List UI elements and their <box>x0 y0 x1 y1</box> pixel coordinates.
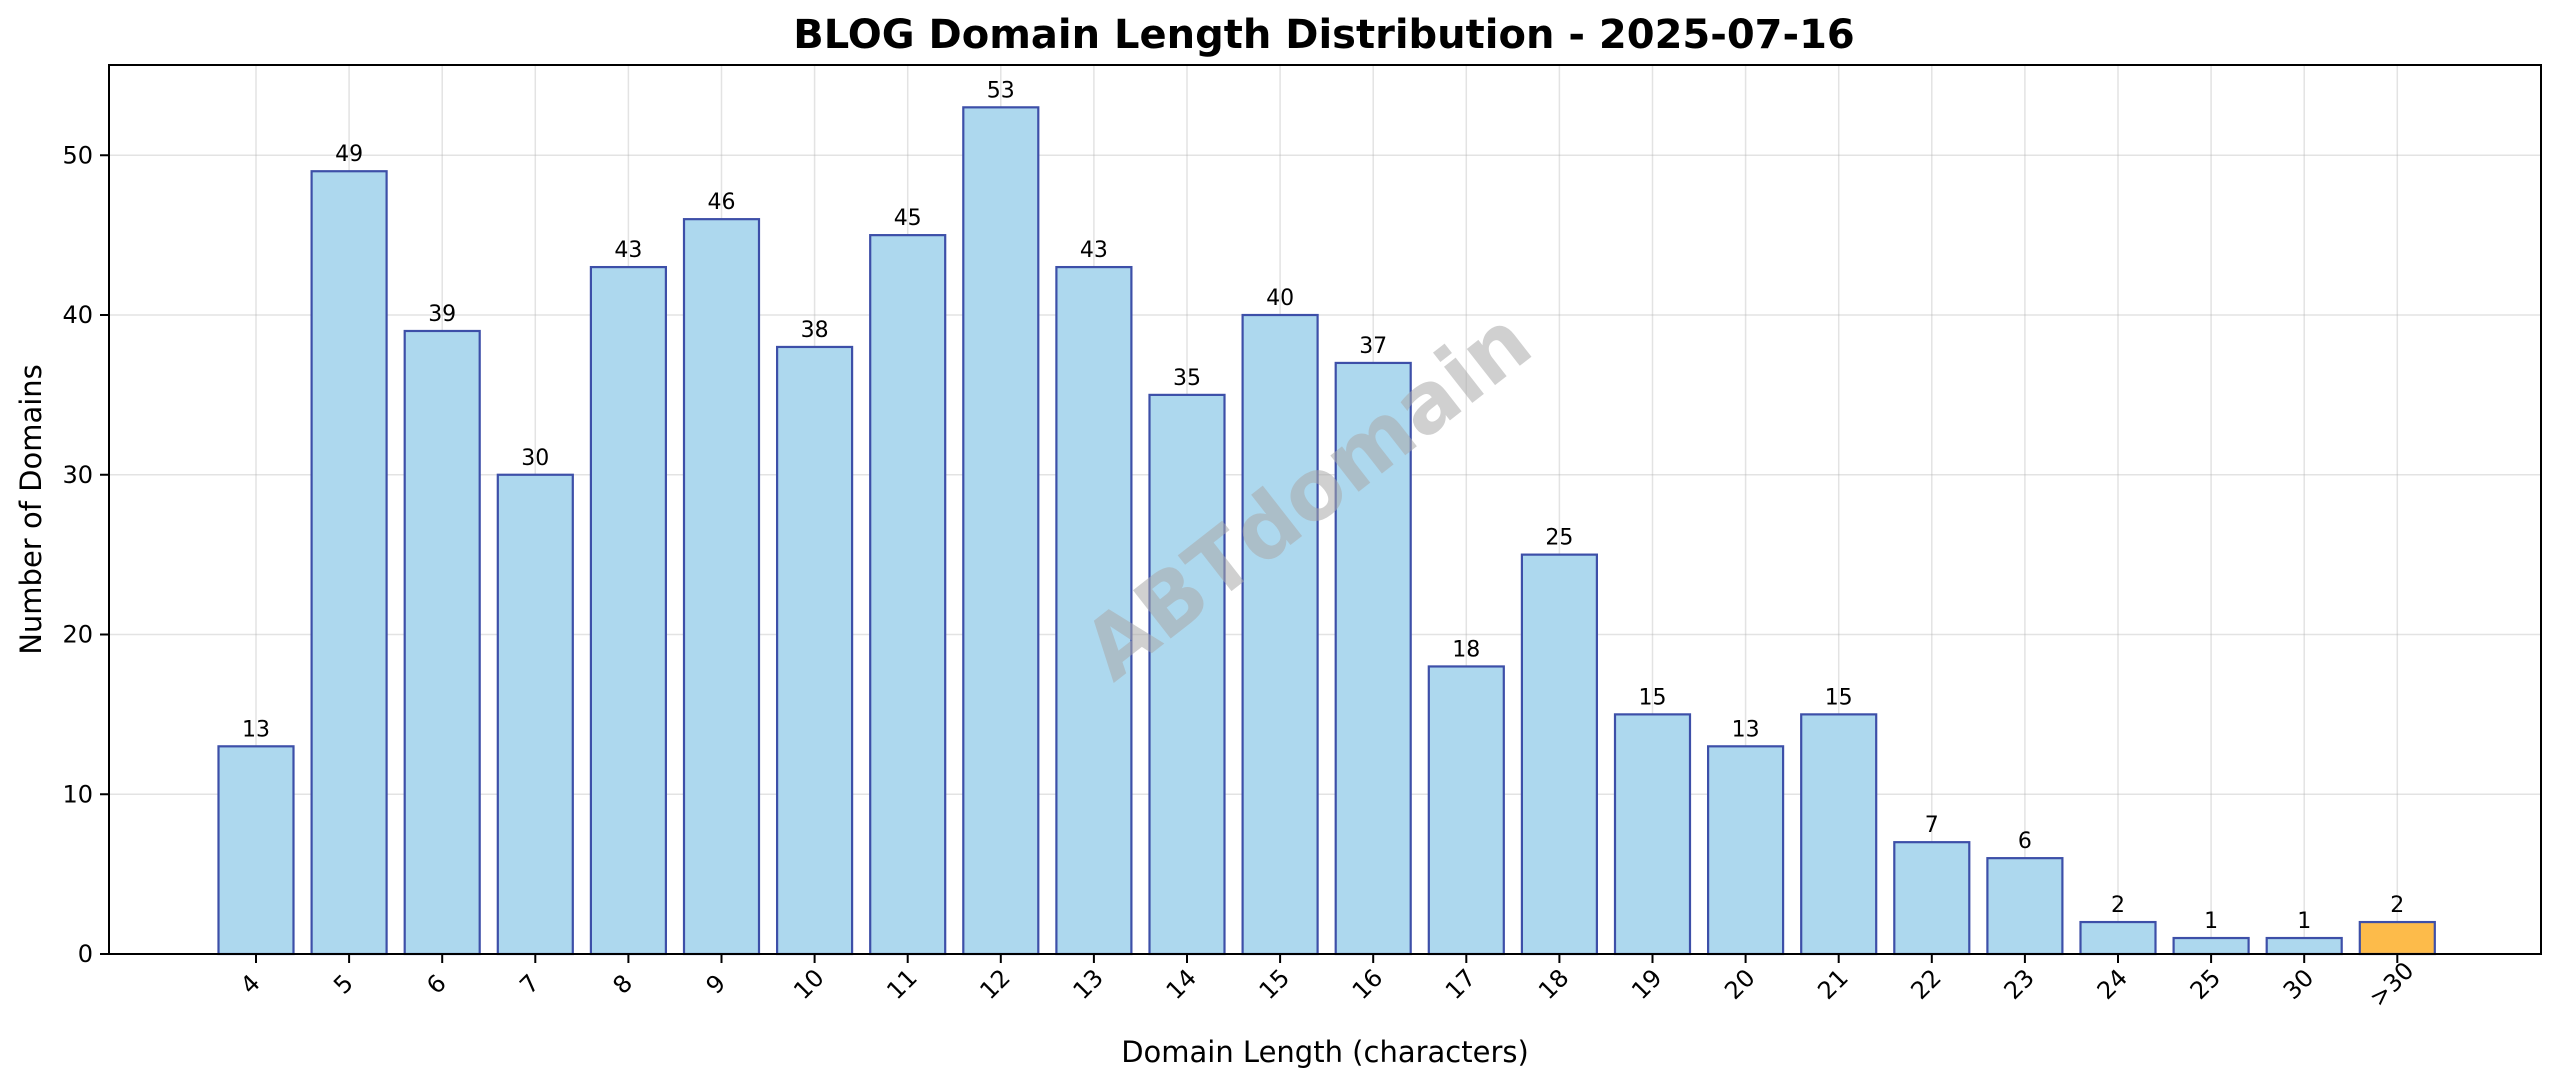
x-tick-label: 7 <box>514 969 545 1000</box>
x-tick-label: 16 <box>1347 964 1388 1005</box>
bar-23 <box>1986 857 2064 956</box>
data-label: 35 <box>1173 366 1201 391</box>
data-label: 13 <box>242 717 270 742</box>
chart-title: BLOG Domain Length Distribution - 2025-0… <box>793 12 1855 58</box>
bar-16 <box>1334 361 1412 956</box>
data-label: 1 <box>2204 909 2218 934</box>
bar-21 <box>1800 713 1878 956</box>
bar-20 <box>1706 745 1785 956</box>
data-label: 39 <box>428 302 456 327</box>
data-labels: 13 49 39 30 43 46 38 45 53 43 35 40 37 18 25 15 13 15 7 6 2 1… <box>242 78 2404 934</box>
bar-22 <box>1893 841 1971 956</box>
x-tick-label: 23 <box>1999 964 2040 1005</box>
y-axis: 0 10 20 30 40 50 <box>62 141 109 968</box>
x-tick-label: 12 <box>974 964 1015 1005</box>
x-tick-label: >30 <box>2364 957 2420 1013</box>
data-label: 25 <box>1545 526 1573 551</box>
x-tick-label: 13 <box>1068 964 1109 1005</box>
bar-11 <box>869 234 947 956</box>
data-label: 30 <box>521 446 549 471</box>
bar-8 <box>589 265 668 956</box>
data-label: 53 <box>987 78 1015 103</box>
bar-13 <box>1055 265 1133 956</box>
bar-12 <box>962 106 1040 956</box>
x-tick-label: 9 <box>701 969 732 1000</box>
y-tick-label: 40 <box>62 301 93 329</box>
x-tick-label: 22 <box>1905 964 1946 1005</box>
y-axis-label: Number of Domains <box>14 364 48 655</box>
x-tick-label: 19 <box>1626 964 1667 1005</box>
x-tick-label: 17 <box>1440 964 1481 1005</box>
x-tick-label: 15 <box>1254 964 1295 1005</box>
x-tick-label: 20 <box>1719 964 1760 1005</box>
y-tick-label: 10 <box>62 780 93 808</box>
bar-18 <box>1520 553 1599 956</box>
bar-17 <box>1427 665 1505 956</box>
y-tick-label: 20 <box>62 621 93 649</box>
bars <box>217 106 2436 956</box>
x-tick-label: 5 <box>328 969 359 1000</box>
data-label: 40 <box>1266 286 1294 311</box>
x-tick-label: 6 <box>421 969 452 1000</box>
data-label: 37 <box>1359 334 1387 359</box>
bar-9 <box>682 218 761 956</box>
bar-14 <box>1148 393 1226 956</box>
bar-25 <box>2172 936 2250 956</box>
x-axis-label: Domain Length (characters) <box>1121 1035 1529 1069</box>
x-tick-label: 24 <box>2092 964 2133 1005</box>
bar-7 <box>496 473 574 956</box>
data-label: 1 <box>2297 909 2311 934</box>
data-label: 18 <box>1452 637 1480 662</box>
data-label: 15 <box>1639 685 1667 710</box>
data-label: 38 <box>801 318 829 343</box>
data-label: 2 <box>2390 893 2404 918</box>
x-tick-label: 30 <box>2278 964 2319 1005</box>
y-tick-label: 50 <box>62 141 93 169</box>
x-tick-label: 21 <box>1812 964 1853 1005</box>
x-tick-label: 14 <box>1161 964 1202 1005</box>
bar-19 <box>1613 713 1692 956</box>
data-label: 15 <box>1825 685 1853 710</box>
bar-6 <box>403 329 481 956</box>
data-label: 43 <box>614 238 642 263</box>
y-tick-label: 0 <box>78 940 93 968</box>
x-tick-label: 18 <box>1533 964 1574 1005</box>
data-label: 7 <box>1925 813 1939 838</box>
plot-frame <box>108 64 2542 955</box>
data-label: 2 <box>2111 893 2125 918</box>
data-label: 6 <box>2018 829 2032 854</box>
data-label: 13 <box>1732 717 1760 742</box>
x-tick-label: 11 <box>881 964 922 1005</box>
bar-30 <box>2265 936 2343 956</box>
bar-24 <box>2079 920 2157 956</box>
x-axis: 4 5 6 7 8 9 10 11 12 13 14 15 16 17 18 19 20 21 22 23 24 25 30… <box>235 954 2419 1012</box>
data-label: 49 <box>335 142 363 167</box>
x-tick-label: 8 <box>607 969 638 1000</box>
bar-15 <box>1241 313 1319 956</box>
bar-10 <box>775 345 854 956</box>
data-label: 45 <box>894 206 922 231</box>
bar-5 <box>310 170 388 956</box>
x-tick-label: 4 <box>235 969 266 1000</box>
y-tick-label: 30 <box>62 461 93 489</box>
bar-4 <box>217 745 295 956</box>
bar->30 <box>2358 920 2436 956</box>
x-tick-label: 10 <box>788 964 829 1005</box>
x-tick-label: 25 <box>2185 964 2226 1005</box>
data-label: 46 <box>708 190 736 215</box>
data-label: 43 <box>1080 238 1108 263</box>
